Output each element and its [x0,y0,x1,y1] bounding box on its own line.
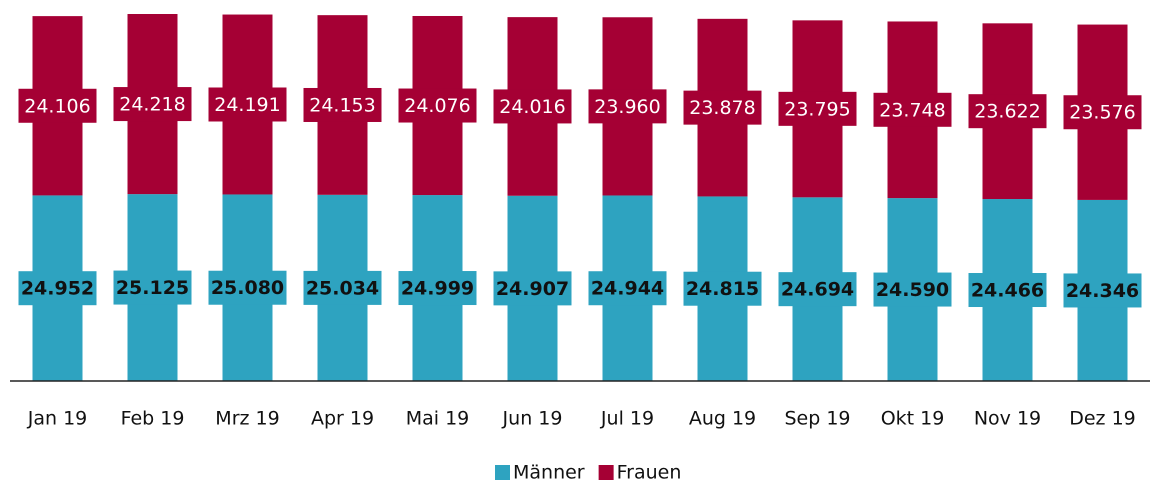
value-label-box [303,270,382,305]
value-label: 24.694 [781,279,854,301]
value-label: 24.999 [401,278,474,300]
value-label-box [113,87,192,122]
value-label-box [1063,273,1142,308]
value-label: 24.590 [876,279,949,301]
value-label-box [493,89,572,124]
value-label: 25.125 [116,277,189,299]
value-label: 23.622 [974,101,1040,123]
legend-swatch [495,465,510,480]
value-label-box [398,271,477,306]
value-label-box [588,271,667,306]
value-label-box [1063,95,1142,130]
value-label-box [968,94,1047,129]
value-label-box [18,88,97,123]
x-tick-label: Jun 19 [502,408,563,430]
value-label: 23.795 [784,98,850,120]
value-label: 24.466 [971,280,1044,302]
value-label: 23.748 [879,99,945,121]
x-tick-label: Apr 19 [311,408,374,430]
x-tick-label: Mrz 19 [215,408,279,430]
value-label-box [778,272,857,307]
value-label-box [588,89,667,124]
value-label-box [113,270,192,305]
value-label-box [873,92,952,127]
value-label: 24.944 [591,278,664,300]
value-label: 24.952 [21,278,94,300]
value-label-box [778,91,857,126]
x-tick-label: Nov 19 [974,408,1041,430]
value-label: 24.153 [309,94,375,116]
value-label: 23.576 [1069,102,1135,124]
x-tick-label: Jul 19 [600,408,654,430]
value-label-box [683,90,762,125]
value-label: 24.907 [496,278,569,300]
value-label: 24.346 [1066,280,1139,302]
legend-swatch [598,465,614,480]
x-tick-label: Dez 19 [1069,408,1136,430]
x-tick-label: Okt 19 [881,408,945,430]
value-label: 23.878 [689,97,755,119]
value-label-box [18,271,97,306]
value-label: 24.218 [119,94,185,116]
value-label-box [303,87,382,122]
value-label-box [873,272,952,307]
x-tick-label: Aug 19 [689,408,756,430]
x-tick-label: Jan 19 [27,408,88,430]
value-label: 24.815 [686,278,759,300]
x-tick-label: Sep 19 [784,408,850,430]
value-label-box [398,88,477,123]
value-label: 24.191 [214,94,280,116]
value-label-box [208,87,287,122]
x-tick-label: Feb 19 [121,408,185,430]
value-label: 24.076 [404,95,470,117]
value-label: 24.016 [499,96,565,118]
value-label: 25.034 [306,277,379,299]
legend-label: Männer [513,462,585,483]
value-label-box [968,273,1047,308]
legend: Männer Frauen [495,462,681,483]
value-label-box [493,271,572,306]
value-label-box [683,271,762,306]
x-tick-label: Mai 19 [406,408,470,430]
value-label: 24.106 [24,95,90,117]
value-label: 25.080 [211,277,284,299]
value-label: 23.960 [594,96,660,118]
legend-label: Frauen [617,462,682,483]
value-label-box [208,270,287,305]
